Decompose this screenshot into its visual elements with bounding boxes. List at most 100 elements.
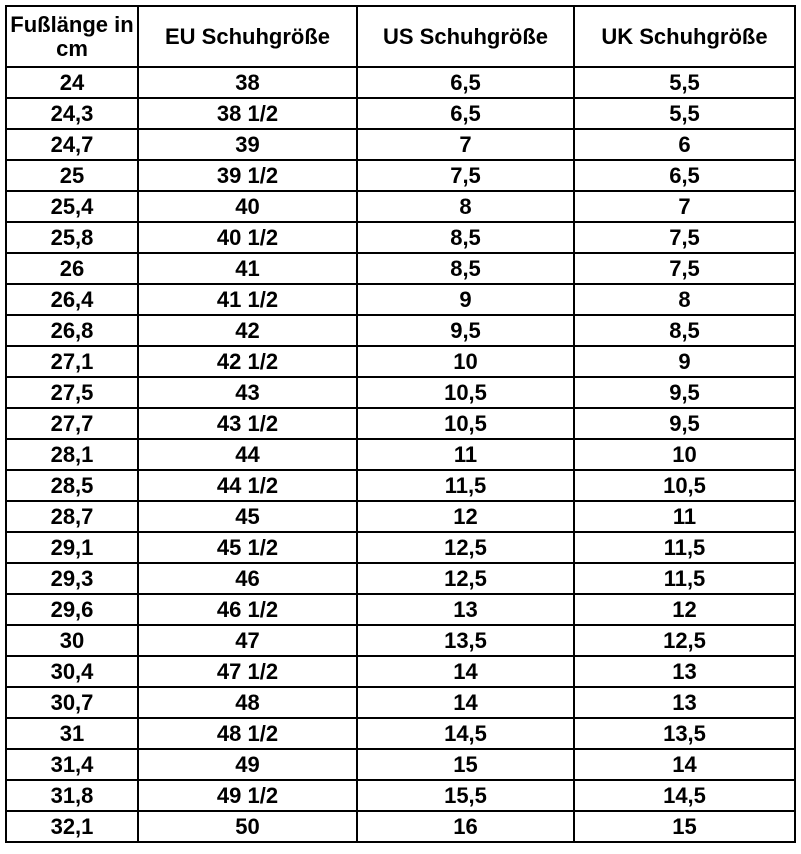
table-cell: 28,1 [5,438,139,471]
table-cell: 7,5 [573,252,796,285]
table-cell: 43 1/2 [137,407,358,440]
table-cell: 42 1/2 [137,345,358,378]
table-row: 28,5 44 1/2 11,5 10,5 [5,469,796,502]
table-cell: 10,5 [356,376,575,409]
table-cell: 11,5 [356,469,575,502]
table-cell: 14 [356,655,575,688]
table-cell: 24,7 [5,128,139,161]
table-row: 24,3 38 1/2 6,5 5,5 [5,97,796,130]
table-cell: 15,5 [356,779,575,812]
table-cell: 47 [137,624,358,657]
table-cell: 40 1/2 [137,221,358,254]
table-cell: 49 [137,748,358,781]
table-cell: 26,8 [5,314,139,347]
table-cell: 12,5 [573,624,796,657]
header-cell: EU Schuhgröße [137,5,358,68]
table-cell: 32,1 [5,810,139,843]
table-cell: 8 [573,283,796,316]
table-cell: 13 [573,655,796,688]
table-cell: 26,4 [5,283,139,316]
table-cell: 24 [5,66,139,99]
table-cell: 6,5 [356,66,575,99]
table-cell: 13,5 [573,717,796,750]
table-cell: 30 [5,624,139,657]
table-cell: 13 [356,593,575,626]
table-cell: 44 1/2 [137,469,358,502]
table-cell: 8,5 [573,314,796,347]
table-cell: 7,5 [356,159,575,192]
table-cell: 14,5 [573,779,796,812]
size-table: Fußlänge in cm EU Schuhgröße US Schuhgröße… [5,5,796,843]
table-cell: 26 [5,252,139,285]
table-cell: 8,5 [356,252,575,285]
table-row: 26 41 8,5 7,5 [5,252,796,285]
table-cell: 50 [137,810,358,843]
table-row: 24,7 39 7 6 [5,128,796,161]
table-cell: 9,5 [573,407,796,440]
table-row: 24 38 6,5 5,5 [5,66,796,99]
table-cell: 13,5 [356,624,575,657]
table-row: 30,7 48 14 13 [5,686,796,719]
table-cell: 11 [356,438,575,471]
table-cell: 9 [573,345,796,378]
table-cell: 27,1 [5,345,139,378]
table-cell: 29,3 [5,562,139,595]
table-cell: 14 [573,748,796,781]
table-cell: 28,5 [5,469,139,502]
table-cell: 29,6 [5,593,139,626]
table-cell: 12,5 [356,562,575,595]
table-cell: 15 [356,748,575,781]
table-cell: 41 [137,252,358,285]
header-cell: UK Schuhgröße [573,5,796,68]
table-cell: 25,8 [5,221,139,254]
table-cell: 10 [573,438,796,471]
table-cell: 48 [137,686,358,719]
table-cell: 11,5 [573,531,796,564]
table-row: 26,8 42 9,5 8,5 [5,314,796,347]
table-row: 28,7 45 12 11 [5,500,796,533]
table-cell: 5,5 [573,97,796,130]
table-row: 27,1 42 1/2 10 9 [5,345,796,378]
table-row: 26,4 41 1/2 9 8 [5,283,796,316]
table-row: 25 39 1/2 7,5 6,5 [5,159,796,192]
table-cell: 11 [573,500,796,533]
table-row: 29,6 46 1/2 13 12 [5,593,796,626]
table-cell: 10,5 [573,469,796,502]
table-cell: 38 1/2 [137,97,358,130]
table-cell: 28,7 [5,500,139,533]
table-cell: 49 1/2 [137,779,358,812]
table-cell: 40 [137,190,358,223]
table-cell: 8 [356,190,575,223]
table-cell: 15 [573,810,796,843]
table-cell: 6,5 [573,159,796,192]
table-cell: 47 1/2 [137,655,358,688]
header-cell: Fußlänge in cm [5,5,139,68]
table-cell: 31 [5,717,139,750]
table-cell: 5,5 [573,66,796,99]
table-cell: 14 [356,686,575,719]
table-cell: 9,5 [356,314,575,347]
table-row: 25,4 40 8 7 [5,190,796,223]
table-cell: 10,5 [356,407,575,440]
table-cell: 10 [356,345,575,378]
table-row: 27,5 43 10,5 9,5 [5,376,796,409]
table-cell: 12 [356,500,575,533]
table-cell: 44 [137,438,358,471]
table-cell: 16 [356,810,575,843]
table-cell: 8,5 [356,221,575,254]
table-cell: 24,3 [5,97,139,130]
table-cell: 7 [573,190,796,223]
table-cell: 38 [137,66,358,99]
table-cell: 7 [356,128,575,161]
table-cell: 11,5 [573,562,796,595]
table-cell: 46 1/2 [137,593,358,626]
table-row: 31,8 49 1/2 15,5 14,5 [5,779,796,812]
table-row: 25,8 40 1/2 8,5 7,5 [5,221,796,254]
table-cell: 12,5 [356,531,575,564]
table-row: 32,1 50 16 15 [5,810,796,843]
table-cell: 41 1/2 [137,283,358,316]
table-cell: 45 [137,500,358,533]
header-cell: US Schuhgröße [356,5,575,68]
table-body: 24 38 6,5 5,5 24,3 38 1/2 6,5 5,5 24,7 39 7 6 25 39 1… [5,66,796,843]
